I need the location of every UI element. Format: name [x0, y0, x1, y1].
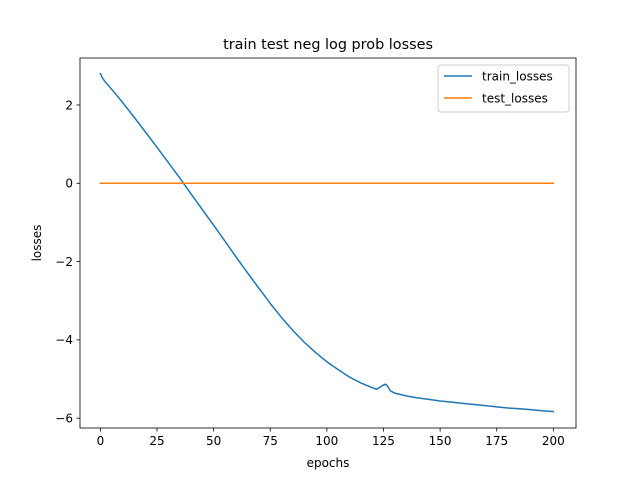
chart-title: train test neg log prob losses [223, 37, 433, 53]
x-tick-label: 200 [542, 434, 565, 448]
x-tick-label: 175 [485, 434, 508, 448]
x-tick-label: 125 [372, 434, 395, 448]
plot-frame [79, 57, 577, 429]
y-tick-label: −6 [55, 412, 73, 426]
series-group [99, 72, 555, 413]
x-tick-label: 100 [315, 434, 338, 448]
y-axis-label: losses [30, 225, 44, 262]
y-tick-label: 2 [65, 98, 73, 112]
series-line-train-losses [99, 72, 555, 413]
y-tick-label: −4 [55, 333, 73, 347]
x-axis-label: epochs [307, 456, 350, 470]
y-axis: −6 −4 −2 0 2 [55, 98, 80, 426]
x-tick-label: 25 [149, 434, 164, 448]
legend-label-train-losses: train_losses [482, 69, 553, 83]
x-tick-label: 0 [97, 434, 105, 448]
x-tick-label: 75 [263, 434, 278, 448]
legend: train_losses test_losses [437, 64, 570, 113]
y-tick-label: −2 [55, 255, 73, 269]
x-tick-label: 50 [206, 434, 221, 448]
legend-label-test-losses: test_losses [482, 91, 548, 105]
y-tick-label: 0 [65, 177, 73, 191]
x-axis: 0 25 50 75 100 125 150 175 200 [97, 428, 565, 448]
x-tick-label: 150 [429, 434, 452, 448]
plot-area [79, 57, 577, 429]
